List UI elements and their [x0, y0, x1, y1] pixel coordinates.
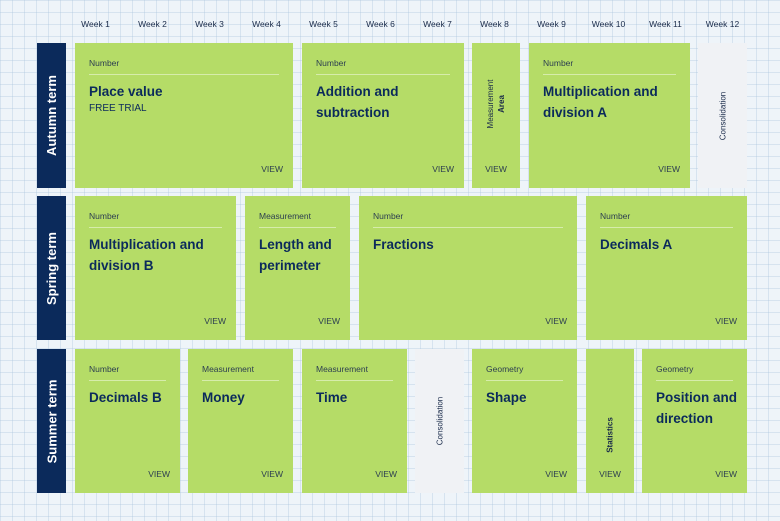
divider [316, 74, 450, 75]
week-label: Week 5 [309, 19, 338, 29]
block-category: Number [89, 211, 120, 221]
autumn-term-label: Autumn term [37, 43, 66, 188]
divider [202, 380, 279, 381]
block-consolidation-autumn[interactable]: Consolidation [698, 43, 747, 188]
view-link[interactable]: VIEW [599, 469, 621, 479]
block-category: Number [316, 58, 347, 68]
block-title: Area [497, 94, 506, 113]
view-link[interactable]: VIEW [485, 164, 507, 174]
block-position-direction[interactable]: Geometry Position and direction VIEW [642, 349, 747, 493]
view-link[interactable]: VIEW [545, 316, 567, 326]
block-title: Multiplication and division A [543, 84, 658, 120]
free-trial-badge: FREE TRIAL [89, 103, 147, 114]
divider [373, 227, 563, 228]
divider [316, 380, 393, 381]
view-link[interactable]: VIEW [318, 316, 340, 326]
block-category: Geometry [656, 364, 694, 374]
consolidation-label: Consolidation [435, 396, 444, 446]
divider [543, 74, 676, 75]
week-label: Week 9 [537, 19, 566, 29]
block-length-perimeter[interactable]: Measurement Length and perimeter VIEW [245, 196, 350, 340]
week-label: Week 4 [252, 19, 281, 29]
block-title: Place value [89, 84, 163, 99]
block-category: Measurement [486, 79, 495, 129]
block-multiplication-division-a[interactable]: Number Multiplication and division A VIE… [529, 43, 690, 188]
block-title: Money [202, 390, 245, 405]
divider [600, 227, 733, 228]
divider [656, 380, 733, 381]
week-label: Week 6 [366, 19, 395, 29]
view-link[interactable]: VIEW [715, 469, 737, 479]
block-addition-subtraction[interactable]: Number Addition and subtraction VIEW [302, 43, 464, 188]
view-link[interactable]: VIEW [148, 469, 170, 479]
divider [486, 380, 563, 381]
block-decimals-a[interactable]: Number Decimals A VIEW [586, 196, 747, 340]
divider [89, 380, 166, 381]
view-link[interactable]: VIEW [658, 164, 680, 174]
week-label: Week 3 [195, 19, 224, 29]
block-title: Addition and subtraction [316, 84, 399, 120]
block-category: Measurement [259, 211, 311, 221]
view-link[interactable]: VIEW [261, 469, 283, 479]
block-title: Length and perimeter [259, 237, 332, 273]
spring-term-label: Spring term [37, 196, 66, 340]
week-label: Week 2 [138, 19, 167, 29]
block-title: Multiplication and division B [89, 237, 204, 273]
block-title: Fractions [373, 237, 434, 252]
week-label: Week 8 [480, 19, 509, 29]
block-consolidation-summer[interactable]: Consolidation [415, 349, 464, 493]
block-category: Number [600, 211, 631, 221]
block-statistics[interactable]: Statistics VIEW [586, 349, 634, 493]
block-category: Number [373, 211, 404, 221]
week-label: Week 12 [705, 19, 740, 29]
block-place-value[interactable]: Number Place value FREE TRIAL VIEW [75, 43, 293, 188]
block-title: Decimals B [89, 390, 162, 405]
divider [89, 74, 279, 75]
week-label: Week 11 [649, 19, 682, 29]
view-link[interactable]: VIEW [204, 316, 226, 326]
block-category: Number [543, 58, 574, 68]
week-label: Week 1 [81, 19, 110, 29]
block-money[interactable]: Measurement Money VIEW [188, 349, 293, 493]
view-link[interactable]: VIEW [261, 164, 283, 174]
view-link[interactable]: VIEW [375, 469, 397, 479]
block-title: Position and direction [656, 390, 737, 426]
consolidation-label: Consolidation [718, 91, 727, 140]
summer-term-label: Summer term [37, 349, 66, 493]
block-category: Geometry [486, 364, 524, 374]
divider [259, 227, 336, 228]
block-fractions[interactable]: Number Fractions VIEW [359, 196, 577, 340]
block-time[interactable]: Measurement Time VIEW [302, 349, 407, 493]
block-shape[interactable]: Geometry Shape VIEW [472, 349, 577, 493]
block-title: Time [316, 390, 348, 405]
block-category: Measurement [202, 364, 254, 374]
block-category: Measurement [316, 364, 368, 374]
block-multiplication-division-b[interactable]: Number Multiplication and division B VIE… [75, 196, 236, 340]
view-link[interactable]: VIEW [545, 469, 567, 479]
statistics-label: Statistics [605, 417, 615, 454]
block-category: Number [89, 58, 120, 68]
block-decimals-b[interactable]: Number Decimals B VIEW [75, 349, 180, 493]
block-area[interactable]: Measurement Area VIEW [472, 43, 520, 188]
divider [89, 227, 222, 228]
block-vertical-label: Measurement Area [485, 79, 507, 128]
view-link[interactable]: VIEW [715, 316, 737, 326]
block-title: Decimals A [600, 237, 673, 252]
block-category: Number [89, 364, 120, 374]
week-label: Week 7 [423, 19, 452, 29]
week-label: Week 10 [591, 19, 626, 29]
view-link[interactable]: VIEW [432, 164, 454, 174]
block-title: Shape [486, 390, 527, 405]
